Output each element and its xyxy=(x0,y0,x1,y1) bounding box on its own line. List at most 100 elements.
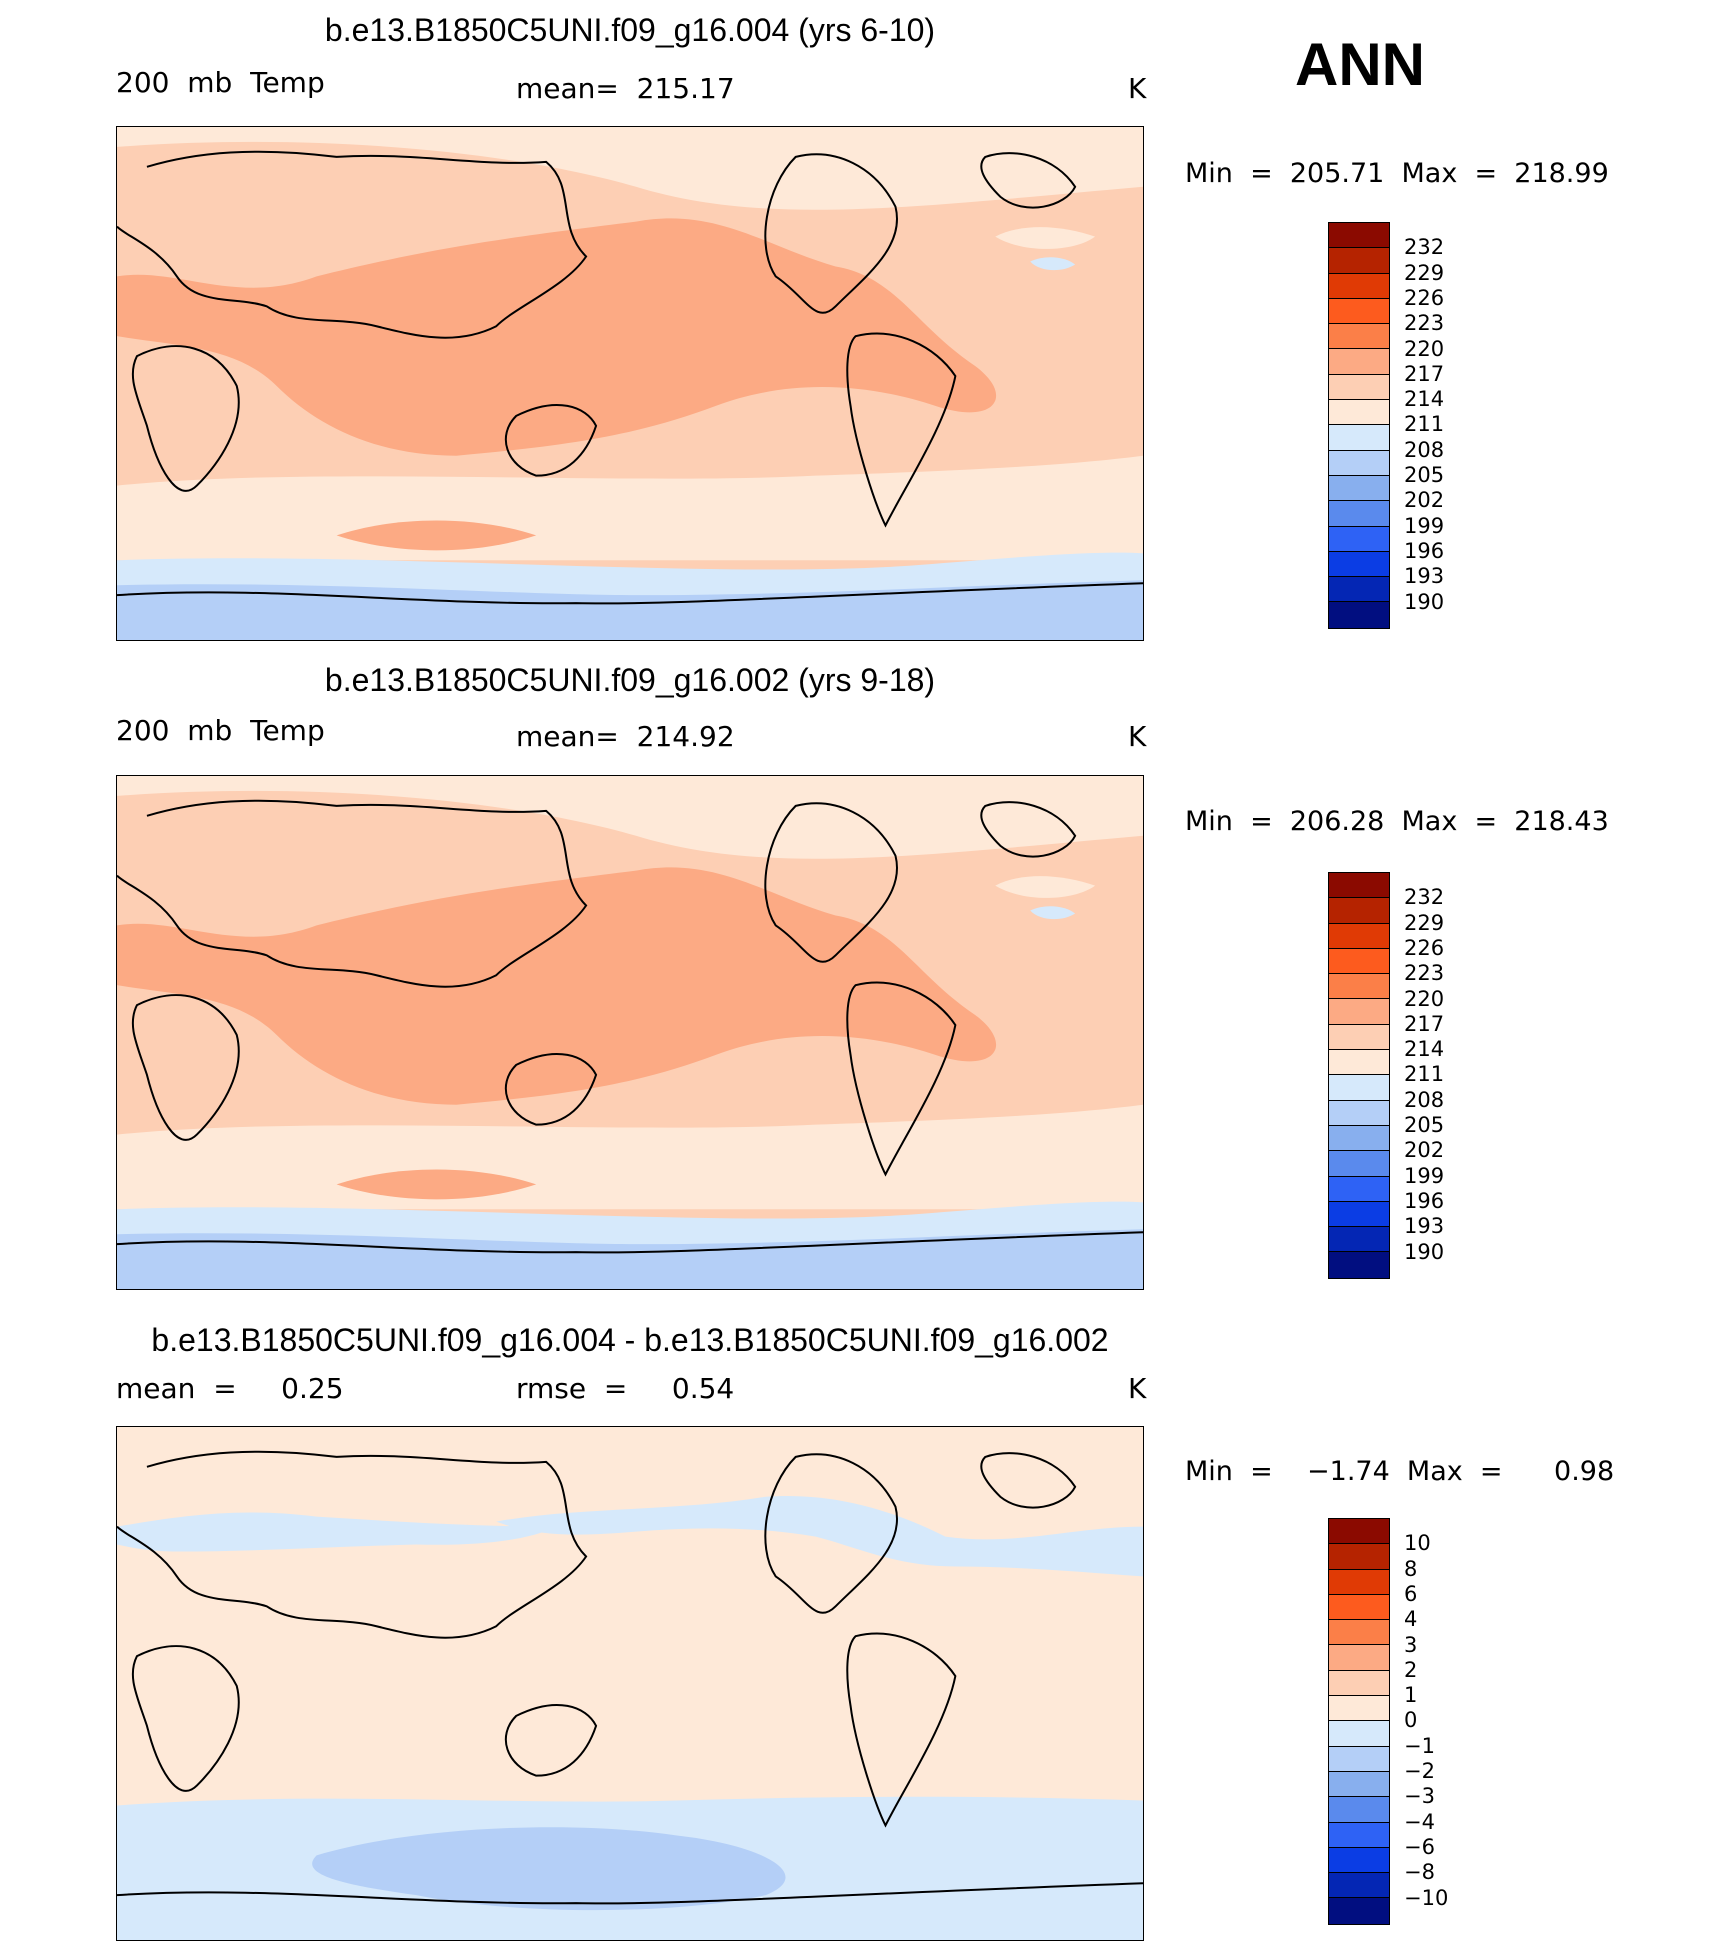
colorbar-segment xyxy=(1329,475,1389,502)
colorbar-1-label: 193 xyxy=(1404,564,1445,589)
panel-3-colorbar xyxy=(1328,1518,1390,1925)
colorbar-segment xyxy=(1329,1100,1389,1126)
colorbar-segment xyxy=(1329,1645,1389,1671)
panel-2-variable-label: 200 mb Temp xyxy=(116,714,325,747)
colorbar-1-label: 202 xyxy=(1404,488,1445,513)
colorbar-3-label: −10 xyxy=(1404,1885,1449,1910)
colorbar-segment xyxy=(1329,1873,1389,1899)
colorbar-segment xyxy=(1329,1569,1389,1595)
panel-1-units-label: K xyxy=(1128,72,1147,105)
colorbar-2-label: 208 xyxy=(1404,1087,1445,1112)
colorbar-1-label: 232 xyxy=(1404,235,1445,260)
colorbar-segment xyxy=(1329,551,1389,578)
colorbar-1-label: 208 xyxy=(1404,437,1445,462)
season-label: ANN xyxy=(1295,31,1425,98)
colorbar-segment xyxy=(1329,1746,1389,1772)
colorbar-3-label: −4 xyxy=(1404,1809,1435,1834)
colorbar-segment xyxy=(1329,1227,1389,1253)
colorbar-segment xyxy=(1329,873,1389,899)
colorbar-2-label: 229 xyxy=(1404,910,1445,935)
colorbar-2-label: 211 xyxy=(1404,1062,1445,1087)
colorbar-1-label: 205 xyxy=(1404,463,1445,487)
colorbar-3-label: 4 xyxy=(1404,1607,1418,1632)
panel-2-title: b.e13.B1850C5UNI.f09_g16.002 (yrs 9-18) xyxy=(324,662,936,698)
colorbar-segment xyxy=(1329,1696,1389,1722)
colorbar-3-label: −8 xyxy=(1404,1860,1435,1885)
colorbar-segment xyxy=(1329,1594,1389,1621)
colorbar-segment xyxy=(1329,1050,1389,1076)
panel-1-title: b.e13.B1850C5UNI.f09_g16.004 (yrs 6-10) xyxy=(324,12,936,48)
colorbar-2-label: 205 xyxy=(1404,1113,1445,1137)
colorbar-segment xyxy=(1329,1721,1389,1747)
colorbar-2-label: 202 xyxy=(1404,1138,1445,1163)
colorbar-segment xyxy=(1329,1620,1389,1646)
colorbar-1-label: 214 xyxy=(1404,387,1445,412)
panel-3-rmse-label: rmse = 0.54 xyxy=(516,1372,735,1405)
colorbar-2-label: 199 xyxy=(1404,1163,1445,1188)
colorbar-2-label: 217 xyxy=(1404,1011,1445,1036)
colorbar-segment xyxy=(1329,1797,1389,1823)
colorbar-2-label: 214 xyxy=(1404,1037,1445,1062)
panel-3-map-graphic xyxy=(117,1427,1143,1940)
colorbar-1-label: 190 xyxy=(1404,589,1445,614)
colorbar-segment xyxy=(1329,1898,1389,1924)
colorbar-segment xyxy=(1329,1544,1389,1570)
colorbar-segment xyxy=(1329,1771,1389,1798)
colorbar-segment xyxy=(1329,324,1389,350)
colorbar-1-label: 226 xyxy=(1404,285,1445,310)
panel-1-minmax: Min = 205.71 Max = 218.99 xyxy=(1185,158,1609,189)
colorbar-segment xyxy=(1329,602,1389,628)
colorbar-segment xyxy=(1329,1176,1389,1202)
colorbar-3-label: 8 xyxy=(1404,1556,1418,1581)
colorbar-segment xyxy=(1329,1822,1389,1848)
colorbar-segment xyxy=(1329,974,1389,1000)
colorbar-segment xyxy=(1329,1847,1389,1874)
colorbar-segment xyxy=(1329,273,1389,299)
panel-3-minmax: Min = −1.74 Max = 0.98 xyxy=(1185,1456,1615,1487)
colorbar-3-label: −1 xyxy=(1404,1733,1435,1758)
colorbar-2-label: 196 xyxy=(1404,1188,1445,1213)
colorbar-2-label: 220 xyxy=(1404,986,1445,1011)
panel-3-map xyxy=(116,1426,1144,1941)
panel-1-variable-label: 200 mb Temp xyxy=(116,66,325,99)
colorbar-segment xyxy=(1329,1519,1389,1545)
colorbar-segment xyxy=(1329,1670,1389,1697)
colorbar-3-label: −2 xyxy=(1404,1759,1435,1783)
colorbar-1-label: 229 xyxy=(1404,260,1445,285)
panel-2-map xyxy=(116,775,1144,1290)
colorbar-3-label: 0 xyxy=(1404,1708,1418,1733)
colorbar-2-label: 193 xyxy=(1404,1214,1445,1239)
panel-2-map-graphic xyxy=(117,776,1143,1289)
colorbar-2-label: 190 xyxy=(1404,1239,1445,1264)
colorbar-1-label: 220 xyxy=(1404,336,1445,361)
colorbar-segment xyxy=(1329,948,1389,975)
panel-2-mean-label: mean= 214.92 xyxy=(516,720,735,753)
colorbar-segment xyxy=(1329,1201,1389,1228)
colorbar-segment xyxy=(1329,223,1389,249)
colorbar-1-label: 211 xyxy=(1404,412,1445,437)
colorbar-3-label: 10 xyxy=(1404,1531,1431,1556)
panel-1-map-graphic xyxy=(117,127,1143,640)
panel-1-colorbar xyxy=(1328,222,1390,629)
panel-2-units-label: K xyxy=(1128,720,1147,753)
colorbar-3-label: 2 xyxy=(1404,1657,1418,1682)
colorbar-3-label: −6 xyxy=(1404,1834,1435,1859)
colorbar-segment xyxy=(1329,898,1389,924)
colorbar-segment xyxy=(1329,1125,1389,1152)
colorbar-1-label: 196 xyxy=(1404,538,1445,563)
panel-1-map xyxy=(116,126,1144,641)
colorbar-segment xyxy=(1329,349,1389,375)
colorbar-segment xyxy=(1329,501,1389,527)
colorbar-segment xyxy=(1329,298,1389,325)
colorbar-1-label: 199 xyxy=(1404,513,1445,538)
colorbar-segment xyxy=(1329,1024,1389,1051)
colorbar-1-label: 217 xyxy=(1404,361,1445,386)
colorbar-segment xyxy=(1329,1075,1389,1101)
colorbar-segment xyxy=(1329,450,1389,476)
colorbar-segment xyxy=(1329,248,1389,274)
panel-2-colorbar xyxy=(1328,872,1390,1279)
panel-1-mean-label: mean= 215.17 xyxy=(516,72,735,105)
colorbar-1-label: 223 xyxy=(1404,311,1445,336)
colorbar-2-label: 232 xyxy=(1404,885,1445,910)
colorbar-segment xyxy=(1329,526,1389,552)
